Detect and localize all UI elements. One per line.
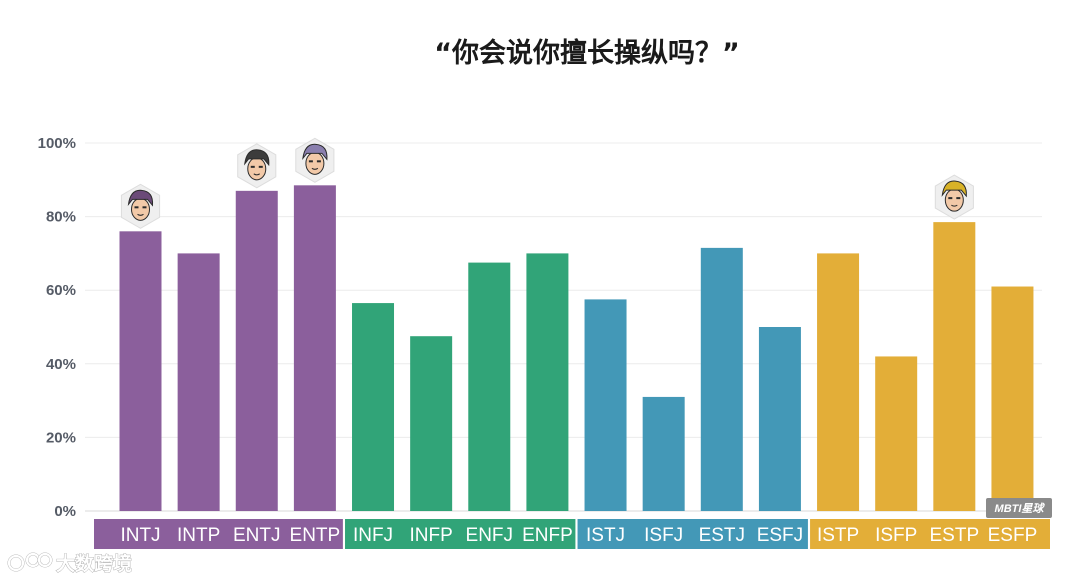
x-tick-label: ENFP xyxy=(522,525,573,546)
bar-estp xyxy=(933,222,976,511)
bar-infj xyxy=(352,303,395,511)
avatar-estp-icon xyxy=(934,174,974,220)
bar-isfj xyxy=(642,396,685,511)
x-group-band xyxy=(345,519,576,549)
x-tick-label: INFJ xyxy=(353,525,393,546)
x-group-band xyxy=(810,519,1050,549)
x-tick-label: ISFJ xyxy=(644,525,683,546)
x-tick-label: ESFP xyxy=(988,525,1038,546)
x-group-band xyxy=(94,519,343,549)
bar-istp xyxy=(817,253,860,511)
bar-esfj xyxy=(758,327,801,511)
bar-entj xyxy=(235,190,278,511)
badge-label: MBTI星球 xyxy=(995,502,1046,515)
x-tick-label: INFP xyxy=(410,525,453,546)
x-tick-label: ENTJ xyxy=(233,525,281,546)
y-tick-label: 60% xyxy=(46,282,76,299)
bar-esfp xyxy=(991,286,1034,511)
y-axis: 0% 20% 40% 60% 80% 100% xyxy=(38,135,76,520)
x-tick-label: ESFJ xyxy=(757,525,803,546)
x-tick-label: ESTP xyxy=(930,525,980,546)
bar-isfp xyxy=(875,356,918,511)
bar-enfp xyxy=(526,253,569,511)
x-tick-label: ISFP xyxy=(875,525,917,546)
avatar-entp-icon xyxy=(295,137,335,183)
x-tick-label: ENFJ xyxy=(466,525,514,546)
bar-infp xyxy=(410,336,453,511)
y-tick-label: 40% xyxy=(46,356,76,373)
bar-enfj xyxy=(468,262,511,511)
x-tick-label: ISTJ xyxy=(586,525,625,546)
x-group-band xyxy=(577,519,808,549)
x-tick-label: ESTJ xyxy=(699,525,745,546)
x-tick-label: ISTP xyxy=(817,525,859,546)
bar-intj xyxy=(119,231,162,511)
bar-estj xyxy=(700,247,743,511)
bars xyxy=(119,185,1034,511)
avatar-entj-icon xyxy=(237,143,277,189)
x-tick-label: INTJ xyxy=(120,525,160,546)
bar-istj xyxy=(584,299,627,511)
avatars xyxy=(120,137,974,229)
chart-title: “你会说你擅长操纵吗？” xyxy=(434,37,740,69)
y-tick-label: 100% xyxy=(38,135,76,152)
avatar-intj-icon xyxy=(120,183,161,229)
bar-intp xyxy=(177,253,220,511)
source-badge: MBTI星球 xyxy=(986,498,1052,518)
y-tick-label: 80% xyxy=(46,209,76,226)
watermark-logo-icon xyxy=(7,552,53,572)
bar-entp xyxy=(293,185,336,511)
watermark: 大数跨境 xyxy=(7,552,132,575)
watermark-text: 大数跨境 xyxy=(56,552,132,575)
x-tick-label: ENTP xyxy=(290,525,341,546)
x-axis: INTJ INTP ENTJ ENTP INFJ INFP ENFJ ENFP ISTJ ISFJ… xyxy=(94,519,1050,549)
y-tick-label: 0% xyxy=(54,503,76,520)
y-tick-label: 20% xyxy=(46,429,76,446)
x-tick-label: INTP xyxy=(177,525,220,546)
